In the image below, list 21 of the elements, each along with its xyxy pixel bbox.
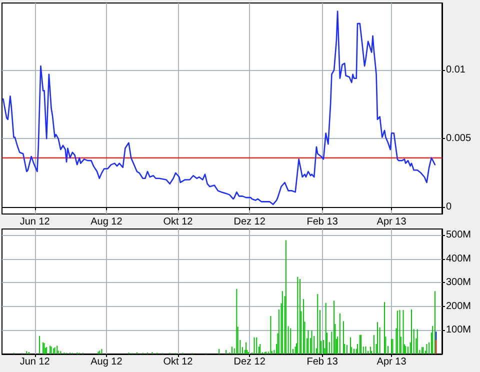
x-tick-label: Apr 13 bbox=[376, 216, 407, 228]
y-tick-label: 400M bbox=[446, 253, 472, 264]
x-tick-label: Jun 12 bbox=[20, 216, 50, 228]
y-tick-label: 300M bbox=[446, 277, 472, 288]
y-tick-label: 0.01 bbox=[446, 64, 466, 76]
x-tick-label: Jun 12 bbox=[20, 356, 50, 368]
line-series bbox=[2, 10, 436, 206]
y-tick-label: 500M bbox=[446, 229, 472, 240]
y-tick-label: 200M bbox=[446, 300, 472, 312]
x-tick-label: Okt 12 bbox=[163, 216, 194, 228]
x-tick-label: Dez 12 bbox=[234, 356, 266, 368]
x-tick-label: Dez 12 bbox=[234, 216, 266, 228]
y-tick-label: 0.005 bbox=[446, 133, 472, 144]
x-tick-label: Apr 13 bbox=[376, 356, 407, 368]
x-tick-label: Feb 13 bbox=[306, 356, 338, 368]
y-tick-label: 100M bbox=[446, 324, 472, 336]
x-tick-label: Aug 12 bbox=[90, 356, 123, 368]
x-tick-label: Feb 13 bbox=[306, 216, 338, 228]
x-tick-label: Okt 12 bbox=[163, 356, 194, 368]
x-tick-label: Aug 12 bbox=[90, 216, 123, 228]
y-tick-label: 0 bbox=[446, 202, 452, 213]
